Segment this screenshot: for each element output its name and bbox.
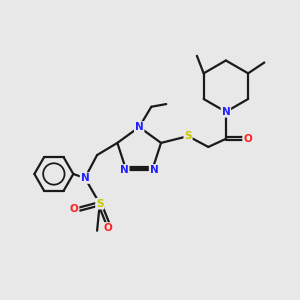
Text: N: N [135,122,144,132]
Text: N: N [221,107,230,117]
Text: N: N [80,173,89,183]
Text: O: O [103,223,112,233]
Text: O: O [70,204,79,214]
Text: S: S [96,199,103,209]
Text: S: S [184,131,192,141]
Text: N: N [150,165,158,175]
Text: N: N [120,165,129,175]
Text: O: O [243,134,252,144]
